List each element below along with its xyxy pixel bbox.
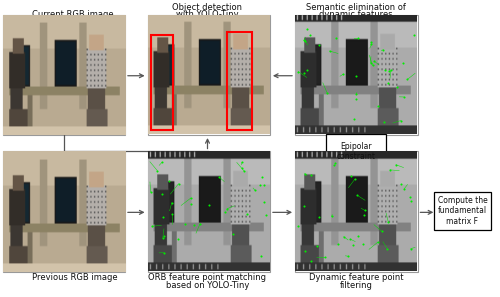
Bar (2, 15, 125, 135)
Text: with YOLO-Tiny: with YOLO-Tiny (176, 10, 239, 18)
Bar (2, 151, 125, 272)
Text: Object detection: Object detection (172, 3, 242, 12)
Bar (295, 15, 418, 135)
Bar (295, 151, 418, 272)
Bar (148, 15, 270, 135)
Text: filtering: filtering (340, 281, 372, 290)
Text: Previous RGB image: Previous RGB image (32, 273, 118, 282)
Bar (148, 151, 270, 272)
Text: based on YOLO-Tiny: based on YOLO-Tiny (166, 281, 249, 290)
Text: Compute the
fundamental
matrix F: Compute the fundamental matrix F (438, 196, 488, 226)
Text: Epipolar
constraint: Epipolar constraint (337, 142, 376, 161)
Text: Dynamic feature point: Dynamic feature point (309, 273, 403, 282)
Text: Semantic elimination of: Semantic elimination of (306, 3, 406, 12)
FancyBboxPatch shape (326, 134, 386, 169)
FancyBboxPatch shape (434, 192, 491, 230)
Text: Current RGB image: Current RGB image (32, 10, 114, 18)
Text: ORB feature point matching: ORB feature point matching (148, 273, 266, 282)
Text: dynamic features: dynamic features (319, 10, 393, 18)
